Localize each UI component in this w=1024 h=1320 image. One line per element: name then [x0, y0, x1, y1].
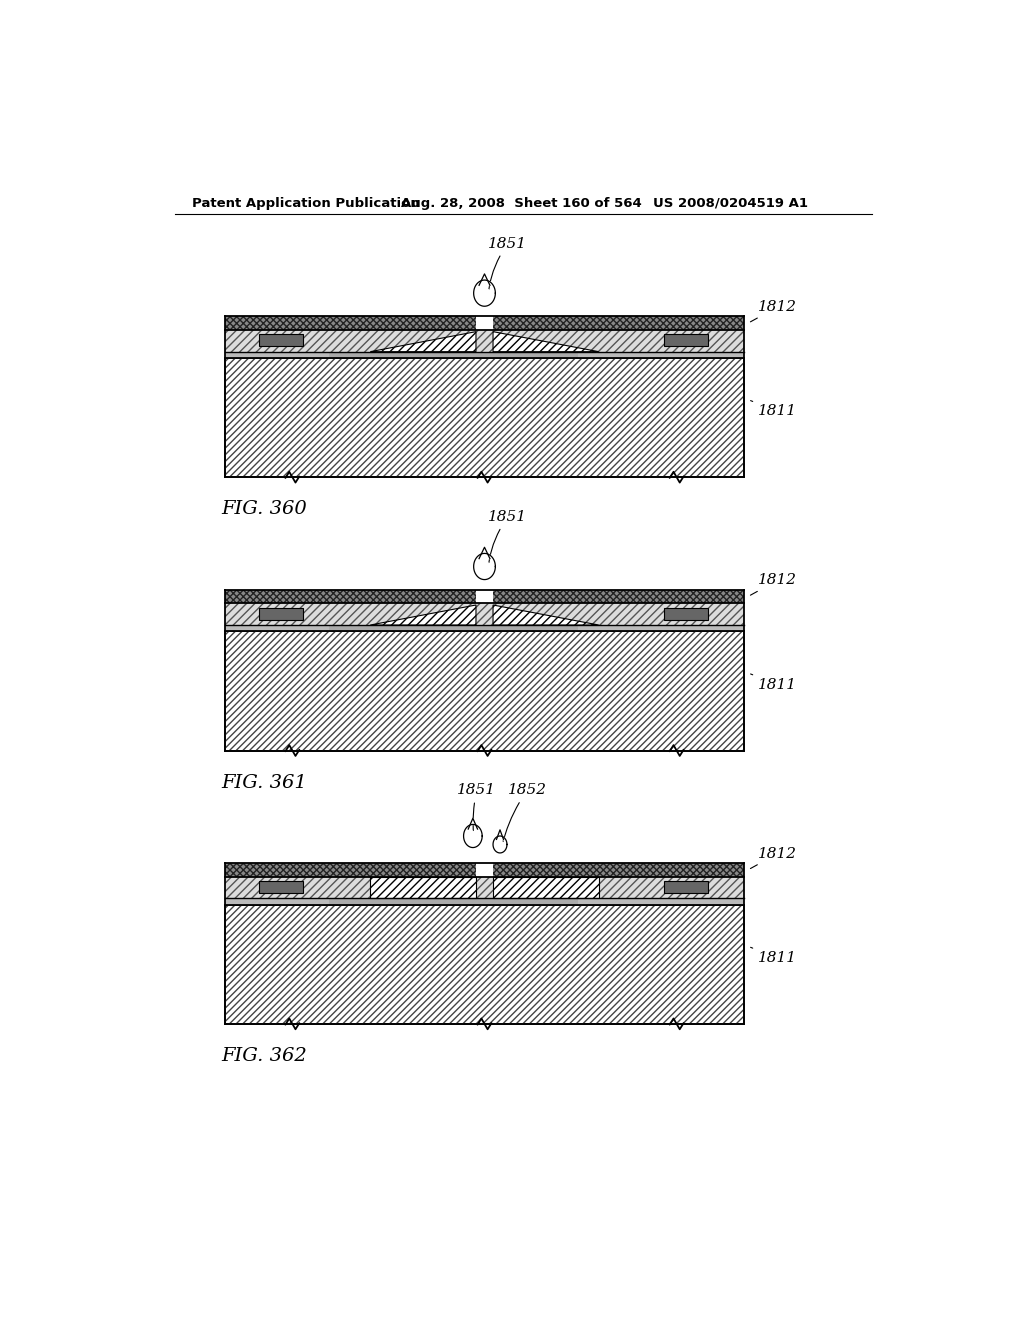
Bar: [225, 317, 744, 330]
Text: 1811: 1811: [751, 948, 797, 965]
Bar: [225, 899, 329, 904]
Text: FIG. 361: FIG. 361: [221, 774, 307, 792]
Bar: [476, 317, 493, 330]
Polygon shape: [474, 275, 496, 306]
Bar: [225, 899, 744, 904]
Text: 1811: 1811: [751, 400, 797, 418]
Bar: [225, 317, 744, 330]
Bar: [664, 607, 708, 619]
Text: 1812: 1812: [751, 300, 797, 322]
Bar: [225, 358, 744, 478]
Bar: [225, 330, 744, 351]
Bar: [225, 631, 744, 751]
Bar: [664, 334, 708, 346]
Bar: [225, 876, 744, 899]
Text: US 2008/0204519 A1: US 2008/0204519 A1: [653, 197, 809, 210]
Bar: [225, 603, 744, 626]
Bar: [259, 882, 303, 894]
Bar: [225, 904, 744, 1024]
Bar: [578, 899, 744, 904]
Polygon shape: [371, 605, 476, 626]
Text: 1812: 1812: [751, 573, 797, 595]
Bar: [225, 631, 744, 751]
Text: Aug. 28, 2008  Sheet 160 of 564: Aug. 28, 2008 Sheet 160 of 564: [400, 197, 642, 210]
Bar: [259, 334, 303, 346]
Polygon shape: [493, 605, 599, 626]
Bar: [225, 626, 744, 631]
Text: 1851: 1851: [487, 236, 527, 298]
Bar: [225, 590, 744, 603]
Text: 1851: 1851: [487, 510, 527, 572]
Bar: [225, 904, 744, 1024]
Bar: [259, 607, 303, 619]
Bar: [225, 626, 329, 631]
Bar: [225, 863, 744, 876]
Text: 1852: 1852: [502, 784, 547, 845]
Bar: [371, 876, 476, 899]
Text: Patent Application Publication: Patent Application Publication: [191, 197, 419, 210]
Text: FIG. 360: FIG. 360: [221, 500, 307, 519]
Bar: [225, 876, 744, 899]
Text: 1851: 1851: [458, 784, 497, 845]
Bar: [225, 351, 329, 358]
Bar: [476, 863, 493, 876]
Bar: [578, 351, 744, 358]
Polygon shape: [493, 331, 599, 351]
Bar: [578, 626, 744, 631]
Polygon shape: [474, 548, 496, 579]
Text: 1812: 1812: [751, 846, 797, 869]
Bar: [225, 351, 744, 358]
Bar: [493, 876, 599, 899]
Polygon shape: [493, 830, 507, 853]
Bar: [225, 603, 744, 626]
Bar: [225, 330, 744, 351]
Bar: [476, 590, 493, 603]
Polygon shape: [464, 818, 482, 847]
Bar: [664, 882, 708, 894]
Bar: [225, 590, 744, 603]
Polygon shape: [371, 331, 476, 351]
Bar: [225, 863, 744, 876]
Text: FIG. 362: FIG. 362: [221, 1047, 307, 1065]
Text: 1811: 1811: [751, 675, 797, 692]
Bar: [225, 358, 744, 478]
